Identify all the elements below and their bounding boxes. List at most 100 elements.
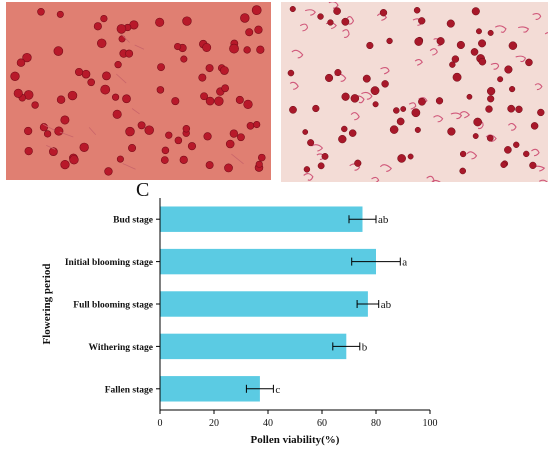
- pollen-grain-icon: [414, 37, 423, 46]
- debris-icon: [431, 179, 441, 182]
- debris-icon: [311, 144, 324, 152]
- pollen-grain-icon: [128, 144, 137, 153]
- category-label: Initial blooming stage: [65, 258, 153, 268]
- pollen-grain-icon: [100, 15, 108, 23]
- pollen-grain-icon: [459, 167, 467, 175]
- debris-icon: [303, 173, 314, 181]
- pollen-grain-icon: [256, 45, 265, 54]
- pollen-grain-icon: [237, 133, 245, 142]
- pollen-grain-icon: [251, 5, 262, 15]
- pollen-grain-icon: [411, 108, 421, 118]
- pollen-grain-icon: [182, 125, 191, 133]
- debris-icon: [231, 153, 244, 165]
- pollen-grain-icon: [478, 57, 487, 66]
- debris-icon: [88, 127, 97, 136]
- pollen-grain-icon: [54, 126, 64, 136]
- debris-icon: [350, 112, 360, 121]
- pollen-grain-icon: [125, 49, 134, 58]
- significance-label: c: [275, 384, 280, 396]
- debris-icon: [429, 48, 438, 56]
- pollen-grain-icon: [60, 160, 70, 170]
- debris-icon: [121, 34, 130, 43]
- debris-icon: [533, 165, 546, 172]
- pollen-grain-icon: [507, 104, 516, 113]
- pollen-grain-icon: [205, 96, 215, 106]
- pollen-grain-icon: [504, 65, 513, 74]
- debris-icon: [466, 151, 478, 160]
- pollen-grain-icon: [96, 38, 107, 49]
- pollen-grain-icon: [214, 96, 224, 106]
- pollen-grain-icon: [16, 58, 26, 67]
- pollen-grain-icon: [225, 139, 235, 149]
- debris-icon: [414, 59, 423, 66]
- pollen-grain-icon: [487, 95, 495, 103]
- bar: [160, 248, 376, 275]
- x-tick-label: 100: [423, 418, 438, 429]
- debris-icon: [532, 13, 542, 20]
- pollen-grain-icon: [317, 13, 324, 20]
- pollen-grain-icon: [508, 41, 518, 50]
- pollen-grain-icon: [180, 55, 188, 63]
- pollen-grain-icon: [418, 97, 426, 106]
- category-label: Withering stage: [89, 343, 153, 353]
- pollen-grain-icon: [530, 122, 539, 130]
- pollen-grain-icon: [366, 41, 374, 50]
- pollen-grain-icon: [187, 142, 197, 151]
- pollen-grain-icon: [56, 95, 66, 104]
- pollen-grain-icon: [205, 161, 214, 170]
- pollen-grain-icon: [43, 130, 52, 138]
- pollen-grain-icon: [289, 105, 297, 114]
- pollen-grain-icon: [13, 88, 23, 98]
- debris-icon: [380, 67, 390, 75]
- pollen-grain-icon: [418, 17, 426, 25]
- debris-icon: [534, 83, 543, 91]
- pollen-grain-icon: [243, 46, 251, 54]
- pollen-grain-icon: [471, 7, 480, 16]
- category-label: Full blooming stage: [73, 301, 153, 311]
- debris-icon: [116, 73, 127, 84]
- pollen-grain-icon: [397, 154, 406, 163]
- pollen-grain-icon: [470, 48, 479, 56]
- pollen-grain-icon: [174, 42, 182, 51]
- pollen-grain-icon: [414, 126, 421, 133]
- pollen-grain-icon: [155, 17, 165, 27]
- debris-icon: [450, 112, 463, 120]
- debris-icon: [408, 102, 417, 110]
- debris-icon: [131, 108, 140, 115]
- pollen-grain-icon: [334, 69, 342, 77]
- pollen-grain-icon: [381, 80, 389, 88]
- pollen-grain-icon: [182, 16, 192, 26]
- pollen-grain-icon: [486, 87, 496, 96]
- pollen-grain-icon: [341, 92, 350, 101]
- pollen-grain-icon: [333, 7, 341, 15]
- pollen-grain-icon: [198, 73, 207, 82]
- debris-icon: [361, 91, 373, 100]
- x-tick-label: 60: [317, 418, 327, 429]
- x-axis-title: Pollen viability(%): [251, 434, 340, 446]
- pollen-grain-icon: [525, 58, 533, 67]
- pollen-grain-icon: [24, 146, 33, 156]
- pollen-grain-icon: [446, 19, 455, 28]
- debris-icon: [379, 164, 392, 172]
- pollen-grain-icon: [161, 146, 170, 155]
- pollen-grain-icon: [341, 17, 350, 26]
- debris-icon: [376, 13, 388, 21]
- debris-icon: [518, 26, 530, 33]
- pollen-grain-icon: [509, 86, 516, 93]
- significance-label: b: [362, 341, 368, 353]
- debris-icon: [291, 49, 304, 59]
- pollen-grain-icon: [229, 129, 239, 138]
- debris-icon: [538, 179, 548, 182]
- pollen-grain-icon: [245, 28, 254, 37]
- pollen-grain-icon: [118, 35, 126, 43]
- pollen-grain-icon: [472, 133, 479, 139]
- x-tick-label: 40: [263, 418, 273, 429]
- pollen-grain-icon: [497, 76, 504, 83]
- pollen-grain-icon: [487, 29, 494, 36]
- bar: [160, 291, 368, 317]
- pollen-grain-icon: [125, 126, 135, 137]
- debris-icon: [371, 176, 380, 182]
- debris-icon: [349, 163, 361, 171]
- pollen-grain-icon: [87, 78, 96, 87]
- pollen-grain-icon: [459, 150, 467, 158]
